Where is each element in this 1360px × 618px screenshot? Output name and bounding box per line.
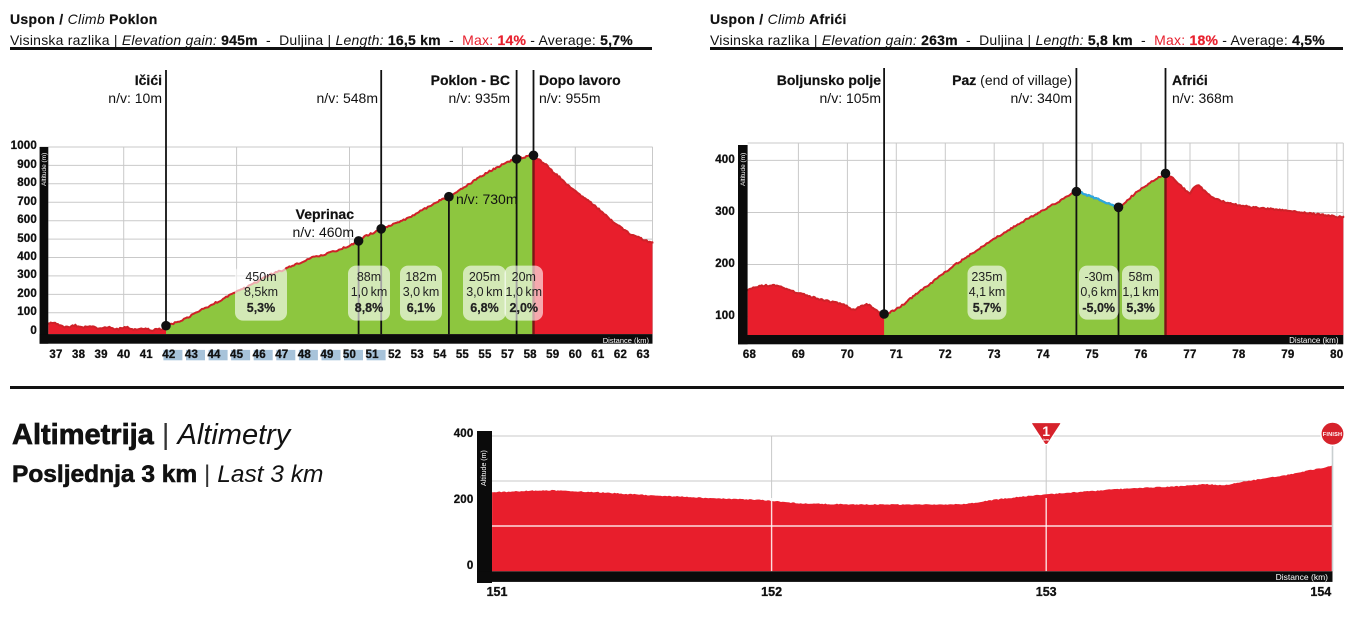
svg-text:km: km xyxy=(1043,437,1049,442)
svg-text:FINISH: FINISH xyxy=(1323,432,1343,438)
svg-text:1: 1 xyxy=(1042,423,1050,439)
